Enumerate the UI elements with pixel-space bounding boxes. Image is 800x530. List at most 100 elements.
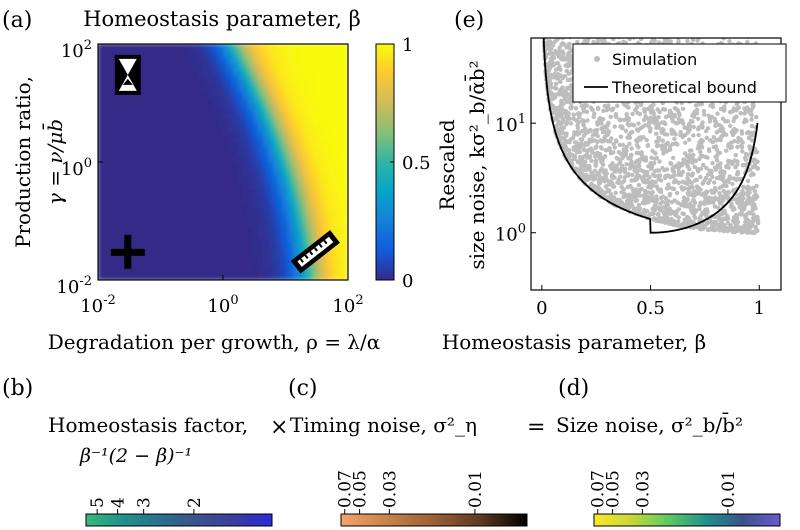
- heatmap-cell: [332, 114, 339, 121]
- simulation-point: [654, 124, 660, 129]
- heatmap-cell: [222, 222, 229, 229]
- heatmap-cell: [232, 114, 239, 121]
- heatmap-cell: [192, 170, 199, 177]
- simulation-point: [581, 147, 587, 153]
- heatmap-cell: [327, 213, 334, 220]
- simulation-point: [568, 57, 574, 62]
- heatmap-cell: [117, 255, 124, 262]
- heatmap-cell: [267, 222, 274, 229]
- heatmap-cell: [322, 199, 329, 205]
- heatmap-cell: [187, 175, 194, 182]
- heatmap-cell: [262, 104, 269, 111]
- heatmap-cell: [127, 189, 134, 196]
- heatmap-cell: [297, 208, 304, 215]
- simulation-point: [672, 164, 677, 170]
- heatmap-cell: [262, 114, 269, 121]
- heatmap-cell: [267, 85, 274, 92]
- heatmap-cell: [177, 170, 184, 177]
- heatmap-cell: [112, 241, 119, 248]
- heatmap-cell: [337, 194, 344, 201]
- heatmap-cell: [112, 194, 119, 201]
- heatmap-cell: [127, 109, 134, 116]
- heatmap-cell: [272, 218, 279, 224]
- heatmap-cell: [187, 100, 194, 106]
- heatmap-cell: [257, 48, 264, 54]
- heatmap-cell: [222, 71, 229, 78]
- heatmap-cell: [317, 62, 324, 69]
- heatmap-cell: [142, 222, 149, 229]
- heatmap-cell: [252, 152, 259, 158]
- heatmap-cell: [247, 137, 254, 144]
- y-tick-label: 100: [61, 156, 92, 180]
- heatmap-cell: [147, 142, 154, 149]
- heatmap-cell: [217, 52, 224, 59]
- simulation-point: [541, 23, 545, 27]
- heatmap-cell: [297, 227, 304, 234]
- heatmap-cell: [192, 71, 199, 78]
- heatmap-cell: [332, 67, 339, 73]
- heatmap-cell: [217, 48, 224, 54]
- heatmap-cell: [197, 81, 204, 87]
- simulation-point: [721, 222, 726, 227]
- heatmap-cell: [107, 48, 114, 54]
- heatmap-cell: [137, 175, 144, 182]
- hourglass-marker: [114, 54, 141, 95]
- simulation-point: [638, 38, 644, 42]
- heatmap-cell: [217, 100, 224, 106]
- simulation-point: [697, 203, 702, 209]
- heatmap-cell: [142, 185, 149, 191]
- heatmap-cell: [242, 90, 249, 97]
- heatmap-cell: [292, 48, 299, 54]
- heatmap-cell: [287, 123, 294, 130]
- heatmap-cell: [252, 246, 259, 253]
- heatmap-cell: [237, 180, 244, 187]
- heatmap-cell: [332, 232, 339, 239]
- heatmap-cell: [157, 270, 164, 276]
- heatmap-cell: [217, 222, 224, 229]
- heatmap-cell: [117, 180, 124, 187]
- heatmap-cell: [147, 232, 154, 239]
- heatmap-cell: [322, 147, 329, 154]
- simulation-point: [556, 54, 562, 59]
- heatmap-cell: [137, 133, 144, 139]
- heatmap-cell: [167, 152, 174, 158]
- heatmap-cell: [327, 57, 334, 64]
- simulation-point: [658, 31, 662, 35]
- heatmap-cell: [152, 44, 159, 50]
- ruler-marker: [290, 230, 340, 274]
- heatmap-cell: [337, 189, 344, 196]
- simulation-point: [644, 137, 649, 143]
- simulation-point: [541, 32, 545, 36]
- heatmap-cell: [187, 133, 194, 139]
- heatmap-cell: [122, 208, 129, 215]
- heatmap-cell: [212, 133, 219, 139]
- heatmap-cell: [262, 109, 269, 116]
- simulation-point: [700, 181, 705, 186]
- heatmap-cell: [147, 274, 154, 280]
- simulation-point: [611, 150, 616, 155]
- heatmap-cell: [107, 185, 114, 191]
- heatmap-cell: [322, 208, 329, 215]
- heatmap-cell: [187, 156, 194, 163]
- heatmap-cell: [102, 57, 109, 64]
- simulation-point: [648, 160, 653, 166]
- simulation-point: [627, 141, 632, 146]
- heatmap-cell: [307, 203, 314, 210]
- heatmap-cell: [187, 128, 194, 135]
- heatmap-cell: [112, 227, 119, 234]
- heatmap-cell: [277, 227, 284, 234]
- heatmap-cell: [287, 274, 294, 280]
- heatmap-cell: [232, 104, 239, 111]
- heatmap-cell: [232, 218, 239, 224]
- simulation-point: [743, 157, 748, 162]
- heatmap-cell: [172, 232, 179, 239]
- heatmap-cell: [102, 95, 109, 102]
- heatmap-cell: [202, 119, 209, 125]
- heatmap-cell: [282, 133, 289, 139]
- heatmap-cell: [322, 255, 329, 262]
- heatmap-cell: [207, 67, 214, 73]
- heatmap-cell: [342, 57, 348, 64]
- heatmap-cell: [292, 90, 299, 97]
- heatmap-cell: [277, 180, 284, 187]
- heatmap-cell: [332, 246, 339, 253]
